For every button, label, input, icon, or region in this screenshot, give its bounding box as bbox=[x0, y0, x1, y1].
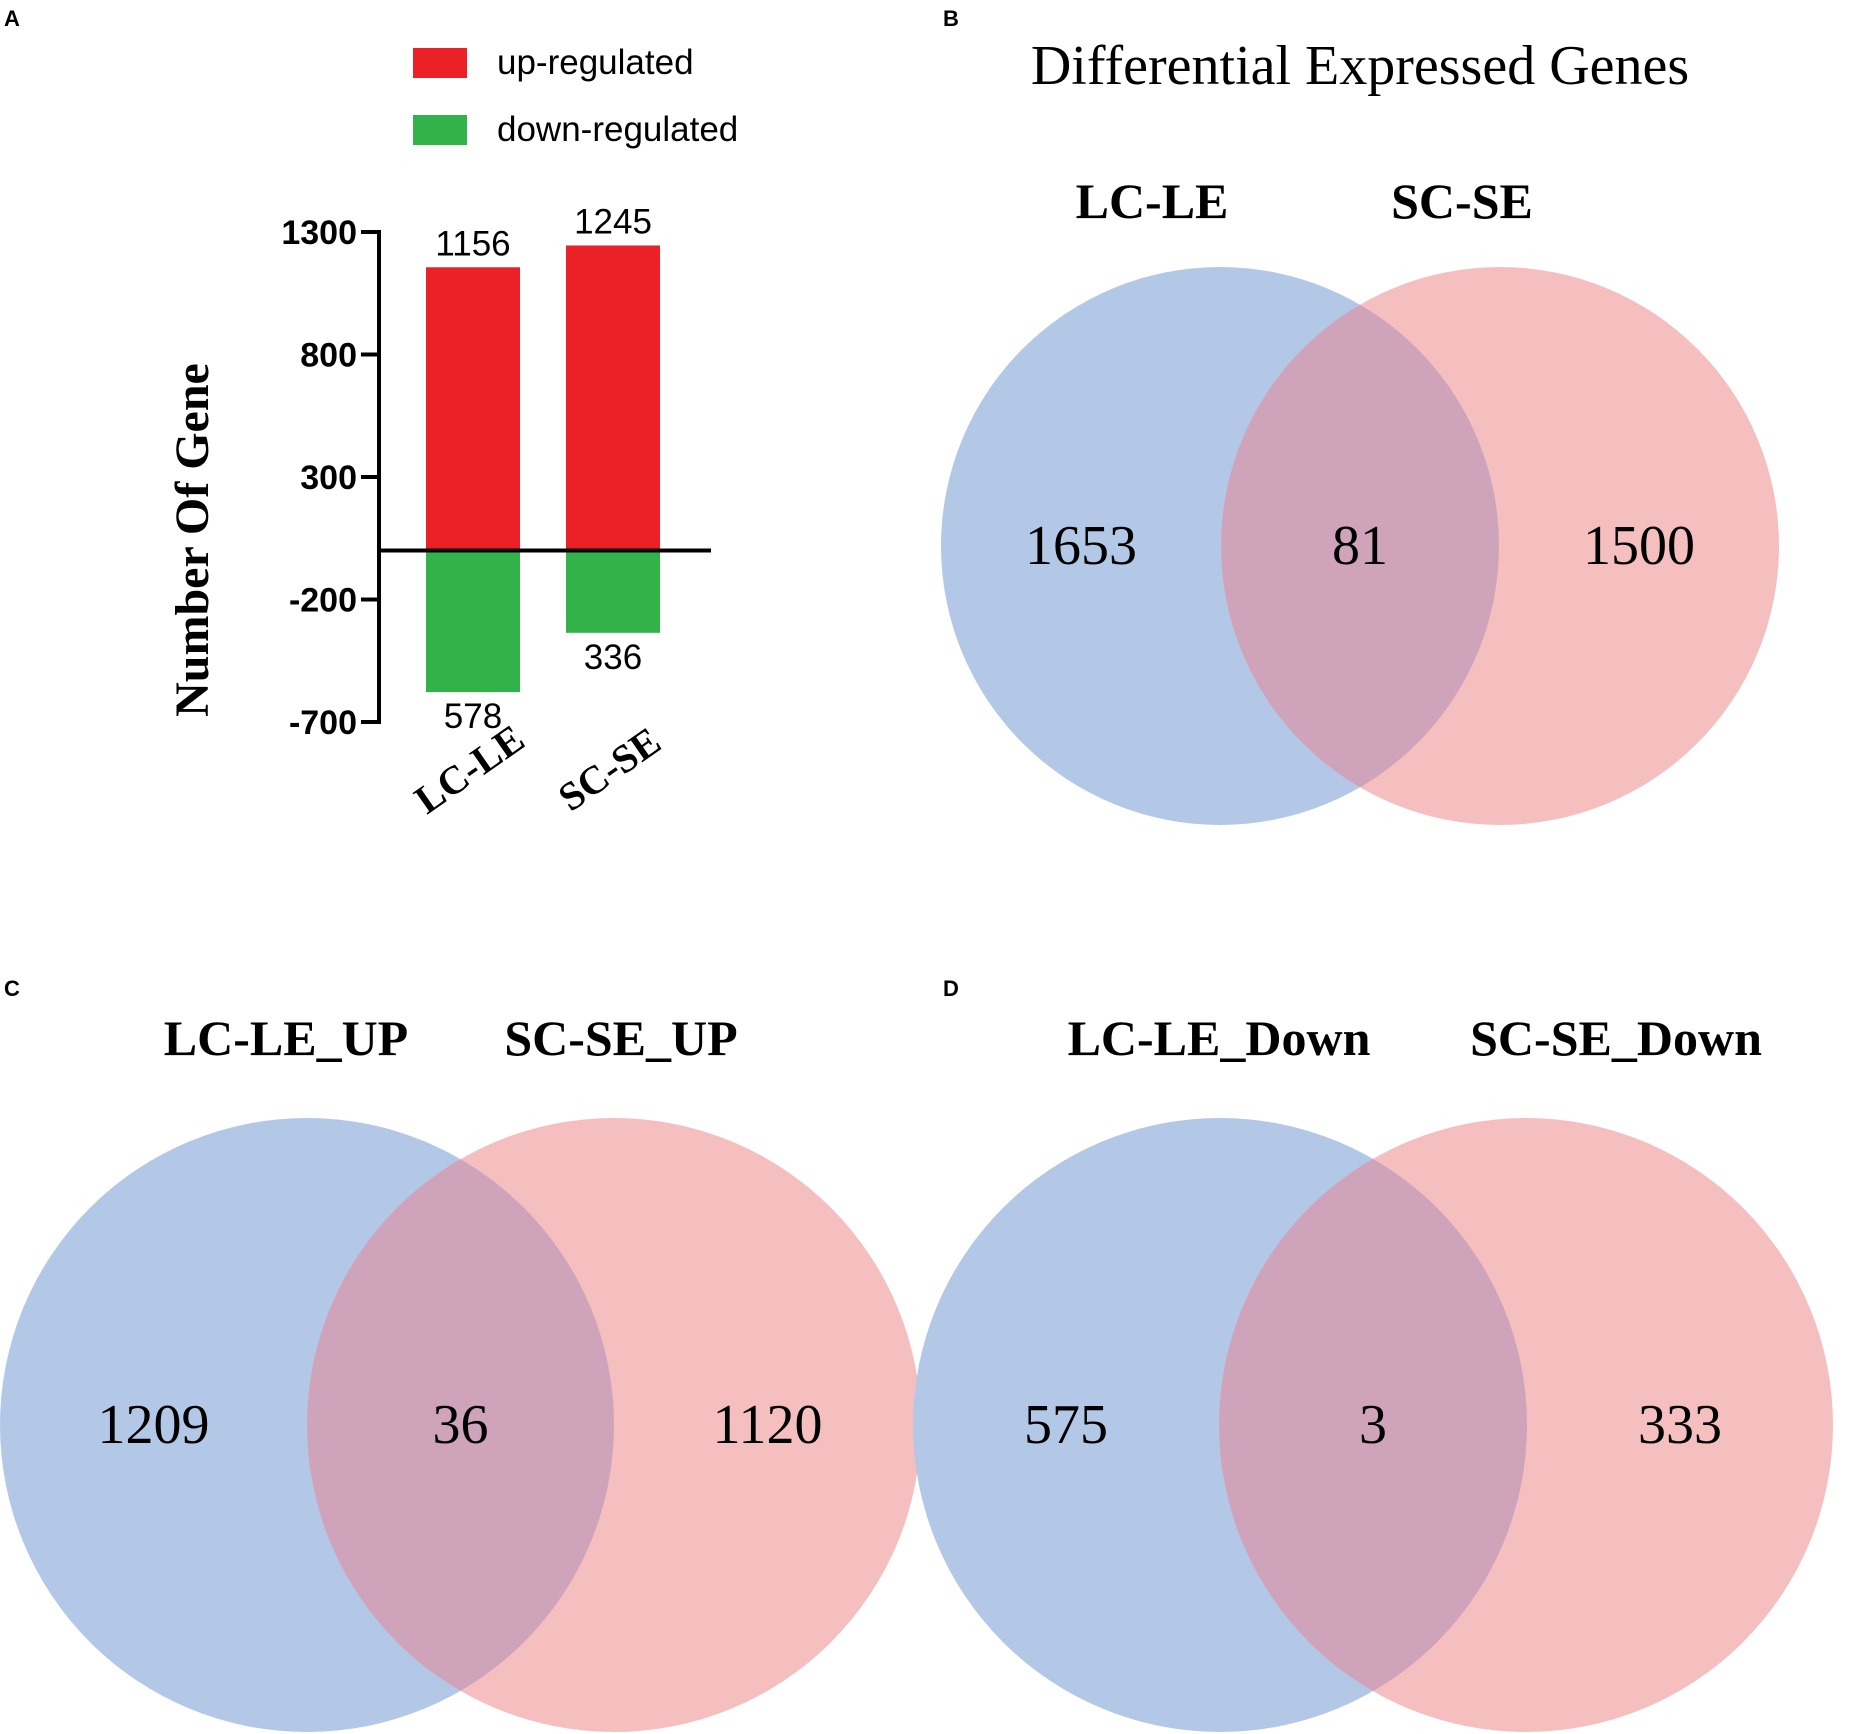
bar-lc-le-down-regulated bbox=[426, 550, 520, 693]
venn-overlap bbox=[1219, 1118, 1527, 1732]
bar-lc-le-up-regulated bbox=[426, 267, 520, 551]
venn-count-only-lc-le_down: 575 bbox=[1024, 1394, 1108, 1456]
venn-overlap bbox=[1221, 267, 1499, 825]
venn-count-intersection: 3 bbox=[1359, 1394, 1387, 1456]
legend-swatch-down-regulated bbox=[413, 115, 467, 145]
venn-set-label: LC-LE_Down bbox=[1068, 1010, 1371, 1066]
data-label: 1245 bbox=[574, 202, 652, 241]
venn-count-only-sc-se: 1500 bbox=[1583, 515, 1695, 577]
panel-a-bar-chart: up-regulated down-regulated Number Of Ge… bbox=[166, 43, 738, 822]
y-tick-label: 1300 bbox=[281, 214, 357, 252]
bar-sc-se-down-regulated bbox=[566, 550, 660, 633]
panel-letter-d: D bbox=[943, 976, 959, 1001]
y-tick-label: -700 bbox=[289, 704, 357, 742]
panel-c-venn: LC-LE_UP SC-SE_UP 1209 36 1120 bbox=[0, 1010, 921, 1732]
venn-set-label: SC-SE bbox=[1391, 173, 1533, 229]
venn-overlap bbox=[307, 1118, 614, 1732]
data-label: 578 bbox=[444, 697, 502, 736]
panel-letter-b: B bbox=[943, 6, 959, 31]
y-tick-label: 800 bbox=[300, 337, 357, 375]
panel-letter-c: C bbox=[4, 976, 20, 1001]
venn-set-label: LC-LE bbox=[1076, 173, 1229, 229]
venn-count-intersection: 36 bbox=[433, 1394, 489, 1456]
legend-label-up-regulated: up-regulated bbox=[497, 43, 694, 82]
venn-count-only-lc-le_up: 1209 bbox=[98, 1394, 210, 1456]
venn-set-label: SC-SE_UP bbox=[504, 1010, 737, 1066]
panel-letter-a: A bbox=[4, 6, 20, 31]
legend-swatch-up-regulated bbox=[413, 48, 467, 78]
panel-b-venn: LC-LE SC-SE 1653 81 1500 Differential Express… bbox=[941, 35, 1779, 825]
legend: up-regulated down-regulated bbox=[413, 43, 738, 149]
venn-title: Differential Expressed Genes bbox=[1031, 35, 1689, 97]
x-tick-label: SC-SE bbox=[550, 718, 669, 820]
y-tick-label: -200 bbox=[289, 582, 357, 620]
data-label: 336 bbox=[584, 638, 642, 677]
venn-set-label: LC-LE_UP bbox=[164, 1010, 408, 1066]
venn-count-only-lc-le: 1653 bbox=[1025, 515, 1137, 577]
venn-count-only-sc-se_up: 1120 bbox=[713, 1394, 823, 1456]
y-axis-title: Number Of Gene bbox=[166, 363, 219, 717]
venn-count-only-sc-se_down: 333 bbox=[1638, 1394, 1722, 1456]
bar-sc-se-up-regulated bbox=[566, 245, 660, 551]
venn-set-label: SC-SE_Down bbox=[1470, 1010, 1762, 1066]
legend-label-down-regulated: down-regulated bbox=[497, 110, 738, 149]
venn-count-intersection: 81 bbox=[1332, 515, 1388, 577]
data-label: 1156 bbox=[435, 224, 510, 263]
y-tick-label: 300 bbox=[300, 459, 357, 497]
